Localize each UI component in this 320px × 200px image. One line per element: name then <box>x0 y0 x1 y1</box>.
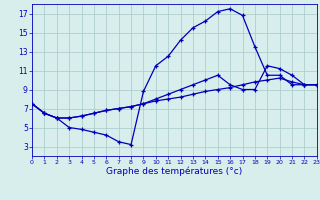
X-axis label: Graphe des températures (°c): Graphe des températures (°c) <box>106 167 243 176</box>
